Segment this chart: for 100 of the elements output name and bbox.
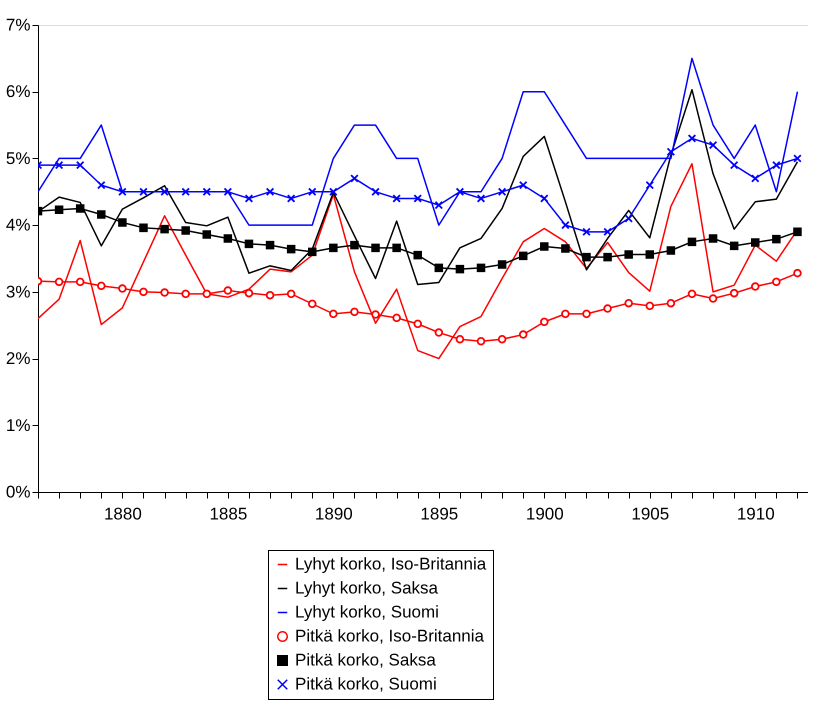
point (413, 320, 422, 328)
point (624, 250, 633, 259)
point (708, 294, 718, 303)
point (160, 224, 169, 234)
point (582, 252, 591, 262)
point (371, 244, 380, 252)
point (793, 228, 802, 236)
point (286, 194, 296, 203)
point (202, 230, 212, 239)
point (118, 284, 127, 293)
point (54, 160, 64, 170)
point (76, 278, 84, 286)
point (730, 288, 738, 298)
point (76, 160, 84, 170)
point (350, 174, 359, 183)
x-tick-label: 1910 (736, 504, 775, 524)
y-tick-label: 0% (6, 482, 30, 502)
point (688, 134, 696, 143)
point (308, 300, 316, 308)
point (498, 334, 506, 344)
y-tick-label: 7% (6, 16, 30, 34)
point (456, 264, 464, 274)
point (561, 244, 570, 253)
y-tick-label: 2% (6, 349, 30, 368)
point (751, 238, 760, 247)
point (97, 210, 106, 219)
point (646, 250, 654, 259)
point (329, 244, 338, 252)
point (392, 194, 401, 203)
point (350, 308, 359, 316)
x-tick-label: 1905 (631, 504, 670, 524)
point (308, 188, 316, 196)
point (518, 180, 528, 190)
point (666, 148, 676, 156)
point (139, 188, 148, 196)
point (54, 206, 64, 214)
point (97, 180, 106, 190)
point (329, 310, 338, 318)
point (371, 188, 380, 196)
point (224, 234, 232, 243)
y-tick-label: 4% (6, 216, 30, 235)
point (688, 290, 696, 298)
point (286, 244, 296, 254)
point (646, 180, 654, 190)
point (793, 268, 802, 278)
point (139, 288, 148, 296)
point (772, 234, 781, 244)
point (518, 330, 528, 339)
y-tick-label: 3% (6, 282, 30, 302)
point (266, 240, 274, 250)
point (751, 282, 760, 291)
point (434, 264, 444, 272)
point (540, 194, 549, 203)
point (244, 240, 254, 248)
point (498, 188, 506, 196)
point (666, 246, 676, 255)
legend-label: Lyhyt korko, Saksa (295, 578, 439, 598)
x-tick-label: 1900 (526, 504, 564, 524)
point (371, 310, 380, 319)
point (392, 244, 401, 252)
point (54, 278, 64, 286)
point (413, 194, 422, 203)
point (118, 218, 127, 227)
point (434, 328, 444, 337)
point (244, 288, 254, 298)
point (476, 194, 486, 203)
point (329, 188, 338, 196)
point (160, 188, 169, 196)
legend-label: Pitkä korko, Iso-Britannia (295, 626, 485, 646)
y-tick-label: 6% (6, 82, 30, 102)
point (476, 264, 486, 272)
point (498, 260, 506, 269)
point (708, 234, 718, 243)
point (730, 160, 738, 170)
point (646, 302, 654, 310)
point (476, 336, 486, 346)
point (582, 228, 591, 236)
point (97, 282, 106, 290)
point (582, 310, 591, 318)
point (224, 286, 232, 295)
point (266, 290, 274, 300)
legend-label: Lyhyt korko, Iso-Britannia (295, 554, 487, 574)
point (603, 252, 612, 262)
point (561, 220, 570, 230)
point (244, 194, 254, 203)
point (266, 188, 274, 196)
point (181, 188, 190, 196)
legend-label: Pitkä korko, Suomi (295, 674, 437, 694)
y-tick-label: 1% (6, 416, 30, 435)
point (772, 160, 781, 170)
legend-label: Lyhyt korko, Suomi (295, 602, 439, 622)
point (603, 228, 612, 236)
point (624, 214, 633, 223)
x-tick-label: 1880 (104, 504, 142, 524)
x-tick-label: 1885 (209, 504, 248, 524)
point (118, 188, 127, 196)
point (730, 242, 738, 250)
x-tick-label: 1895 (420, 504, 458, 524)
point (708, 140, 718, 150)
legend-label: Pitkä korko, Saksa (295, 650, 436, 670)
